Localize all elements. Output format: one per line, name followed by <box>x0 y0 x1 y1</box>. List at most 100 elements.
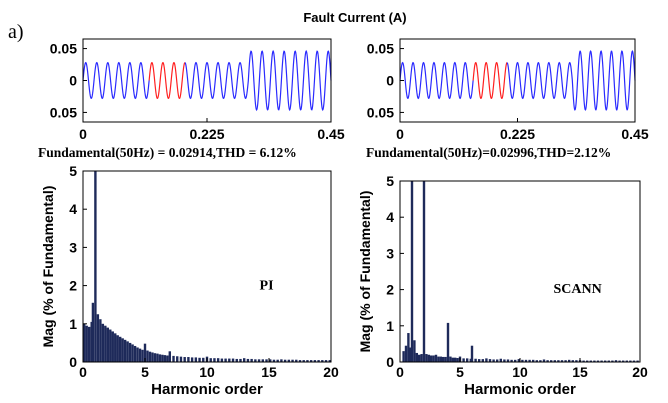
harmonic-bar <box>496 359 499 362</box>
harmonic-bar <box>254 359 257 362</box>
harmonic-bar <box>158 354 162 362</box>
harmonic-bar <box>250 358 253 362</box>
harmonic-bar <box>542 359 546 362</box>
waveform-segment <box>571 50 636 111</box>
harmonic-bar <box>224 358 227 362</box>
waveform-segment <box>82 61 150 100</box>
harmonic-bar <box>532 359 535 362</box>
x-tick-label: 20 <box>632 364 648 380</box>
harmonic-bar <box>625 360 628 362</box>
harmonic-bar <box>474 358 477 362</box>
x-axis-label: Harmonic order <box>151 381 263 398</box>
harmonic-bar <box>306 360 309 362</box>
y-tick-label: 1 <box>386 318 394 334</box>
harmonic-bar <box>96 314 100 362</box>
y-tick-label: 0 <box>386 73 394 89</box>
x-tick-label: 15 <box>572 364 588 380</box>
waveform-segment <box>148 61 186 100</box>
harmonic-bar <box>146 350 149 362</box>
x-tick-label: 20 <box>323 364 339 380</box>
harmonic-bar <box>618 360 621 362</box>
harmonic-bar <box>528 359 531 362</box>
x-axis-label: Harmonic order <box>464 381 576 398</box>
plot-frame <box>82 38 332 123</box>
harmonic-bar <box>272 359 276 362</box>
plots: 0.05 0 0.05 0 0.225 0.45 Fundamental(50Hz) = 0… <box>38 38 649 398</box>
harmonic-bar <box>413 340 416 362</box>
y-axis-label: Mag (% of Fundamental) <box>40 186 56 348</box>
thd-caption: Fundamental(50Hz)=0.02996,THD=2.12% <box>366 145 611 160</box>
method-annotation: SCANN <box>553 282 601 297</box>
harmonic-bar <box>328 360 331 362</box>
harmonic-bar <box>209 358 212 362</box>
harmonic-bar <box>133 345 137 362</box>
harmonic-bar <box>521 359 524 362</box>
harmonic-bar <box>287 359 291 362</box>
harmonic-bar <box>168 351 171 362</box>
harmonic-bar <box>202 357 205 362</box>
x-tick-label: 0.45 <box>621 126 648 142</box>
harmonic-bar <box>404 345 408 362</box>
x-tick-label: 0 <box>79 364 87 380</box>
y-tick-label: 1 <box>69 316 77 332</box>
harmonic-bar <box>136 347 139 362</box>
harmonic-bar <box>557 360 560 362</box>
harmonic-bar <box>91 302 95 362</box>
harmonic-bar <box>571 360 574 362</box>
harmonic-bar <box>179 356 183 362</box>
thd-caption: Fundamental(50Hz) = 0.02914,THD = 6.12% <box>38 145 297 160</box>
harmonic-bar <box>514 359 517 362</box>
waveform-segment <box>472 61 508 100</box>
x-tick-label: 0.225 <box>189 126 224 142</box>
harmonic-bar <box>492 359 495 362</box>
harmonic-bar <box>586 360 589 362</box>
harmonic-bar <box>434 354 438 362</box>
harmonic-bar <box>243 358 246 362</box>
harmonic-bar <box>190 357 194 362</box>
harmonic-bar <box>546 360 549 362</box>
y-tick-label: 0.05 <box>367 104 394 120</box>
pi-spectrum: 0 1 2 3 4 5 0 5 10 15 20 Harmonic order Mag (% of Fu… <box>40 163 339 398</box>
harmonic-bar <box>172 355 175 362</box>
harmonic-bar <box>143 343 147 362</box>
harmonic-bar <box>231 358 235 362</box>
harmonic-bar <box>126 341 129 362</box>
harmonic-bar <box>151 352 154 362</box>
harmonic-bar <box>539 360 542 362</box>
harmonic-bar <box>402 351 405 362</box>
harmonic-bar <box>161 354 164 362</box>
harmonic-bar <box>228 358 231 362</box>
harmonic-bar <box>466 358 469 362</box>
harmonic-bar <box>94 171 97 362</box>
harmonic-bar <box>488 359 492 362</box>
y-tick-label: 5 <box>386 173 394 189</box>
harmonic-bar <box>499 358 502 362</box>
harmonic-bar <box>119 336 122 362</box>
harmonic-bar <box>106 327 109 362</box>
method-annotation: PI <box>260 278 274 293</box>
harmonic-bar <box>265 359 268 362</box>
harmonic-bar <box>632 360 636 362</box>
harmonic-bar <box>622 360 625 362</box>
harmonic-bar <box>109 329 112 362</box>
harmonic-bar <box>298 360 302 362</box>
harmonic-bar <box>451 357 454 362</box>
harmonic-bar <box>611 360 614 362</box>
harmonic-bar <box>425 354 428 362</box>
harmonic-bar <box>123 339 127 362</box>
harmonic-bar <box>462 358 465 362</box>
harmonic-bar <box>614 360 618 362</box>
harmonic-bar <box>261 359 264 362</box>
harmonic-bar <box>321 360 324 362</box>
harmonic-bar <box>313 360 317 362</box>
harmonic-bar <box>420 354 423 362</box>
y-tick-label: 0.05 <box>50 104 77 120</box>
harmonic-bar <box>444 356 447 362</box>
harmonic-bar <box>148 351 152 362</box>
y-tick-label: 0 <box>69 73 77 89</box>
harmonic-bar <box>485 358 488 362</box>
harmonic-bar <box>90 321 93 362</box>
harmonic-bar <box>183 357 186 362</box>
harmonic-bar <box>636 360 639 362</box>
